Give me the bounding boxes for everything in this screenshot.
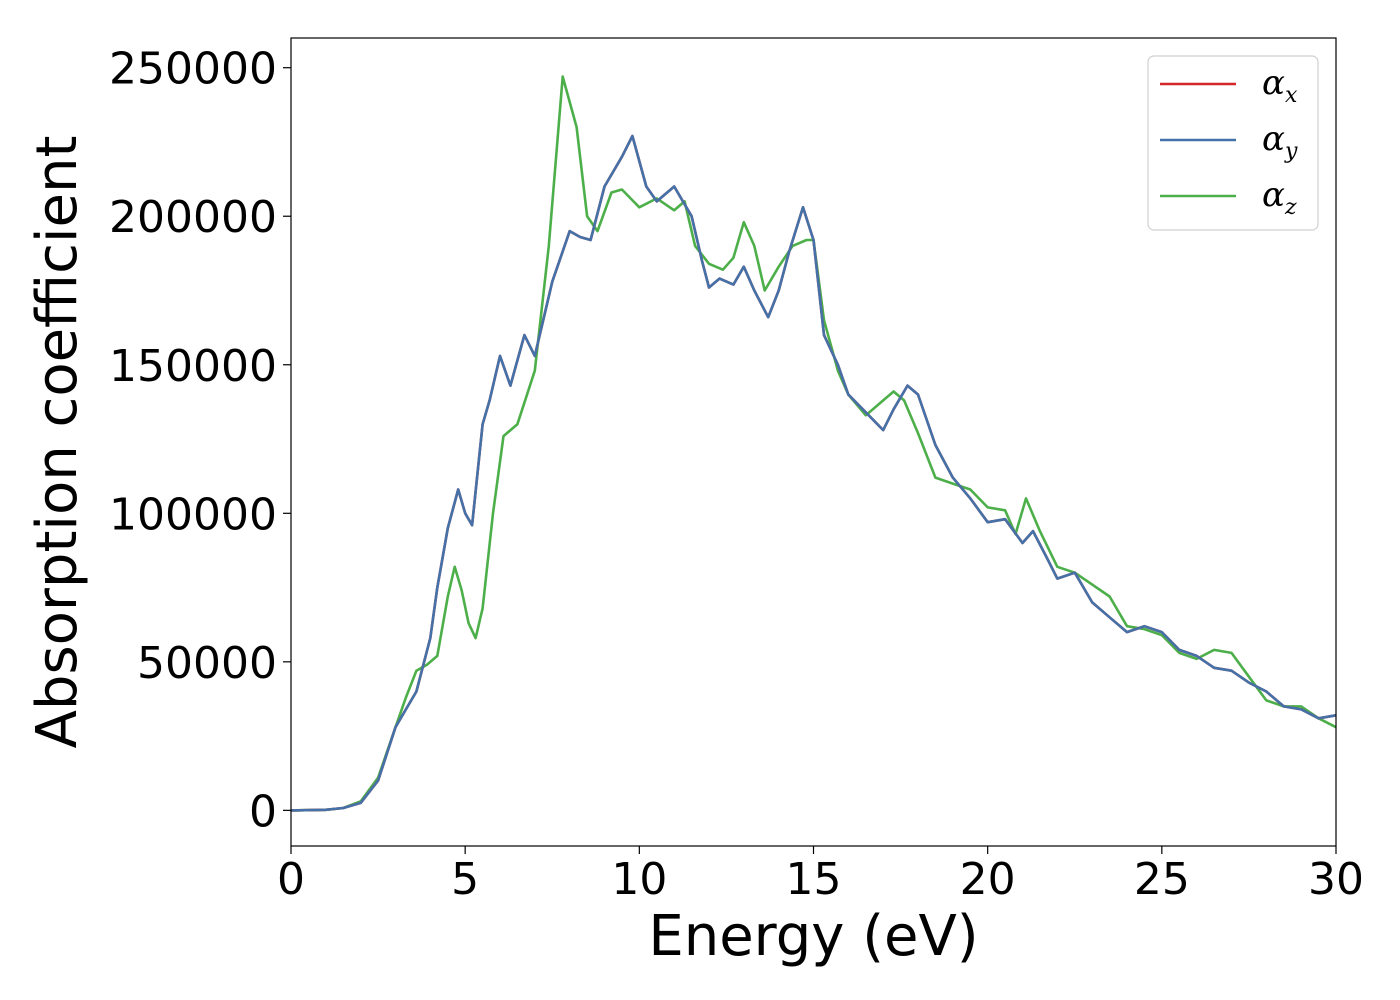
- y-tick-label: 50000: [137, 638, 277, 689]
- y-tick-label: 150000: [109, 341, 277, 392]
- y-tick-label: 250000: [109, 44, 277, 95]
- y-tick-label: 100000: [109, 489, 277, 540]
- series-line-y: [290, 134, 1337, 812]
- x-tick-label: 5: [451, 854, 479, 905]
- x-tick-label: 20: [960, 854, 1016, 905]
- plot-lines: [290, 75, 1337, 812]
- x-axis-ticks: 0 5 10 15 20 25 30: [277, 846, 1364, 905]
- x-tick-label: 25: [1134, 854, 1190, 905]
- legend-label-y: αy: [1262, 119, 1298, 164]
- y-tick-label: 200000: [109, 192, 277, 243]
- x-tick-label: 10: [611, 854, 667, 905]
- x-tick-label: 30: [1308, 854, 1364, 905]
- legend-label-x: αx: [1262, 63, 1298, 108]
- legend: αx αy αz: [1147, 55, 1319, 231]
- legend-box: [1147, 55, 1319, 231]
- y-axis-ticks: 0 50000 100000 150000 200000 250000: [109, 44, 291, 837]
- series-line-z: [290, 75, 1337, 812]
- x-tick-label: 0: [277, 854, 305, 905]
- x-tick-label: 15: [786, 854, 842, 905]
- x-axis-label: Energy (eV): [648, 904, 978, 969]
- y-axis-label: Absorption coefficient: [25, 136, 90, 749]
- legend-label-z: αz: [1262, 175, 1297, 220]
- y-tick-label: 0: [249, 786, 277, 837]
